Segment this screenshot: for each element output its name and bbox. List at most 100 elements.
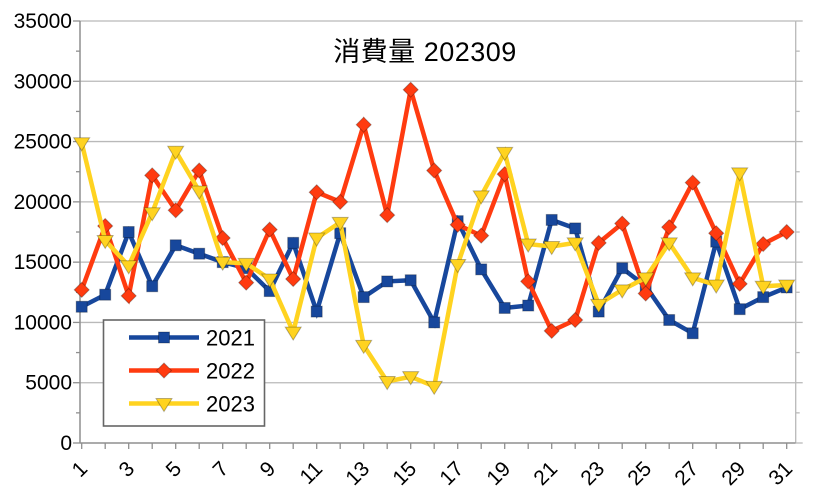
marker-2022 [707, 224, 725, 242]
marker-2022 [284, 270, 302, 288]
marker-2023 [425, 380, 444, 396]
marker-2021 [75, 300, 88, 313]
marker-2021 [686, 327, 699, 340]
legend-label: 2022 [206, 359, 255, 384]
marker-2023 [730, 167, 749, 182]
marker-2021 [357, 291, 370, 304]
marker-2021 [193, 247, 206, 260]
marker-2023 [683, 272, 702, 287]
legend-entry-2023: 2023 [129, 392, 255, 417]
chart-title: 消費量 202309 [333, 37, 517, 67]
x-tick-label: 1 [68, 457, 93, 482]
marker-2022 [190, 162, 208, 179]
marker-2021 [522, 299, 535, 312]
marker-2022 [73, 281, 90, 299]
marker-2023 [448, 259, 467, 274]
marker-2022 [331, 193, 349, 211]
marker-2022 [519, 273, 537, 290]
y-tick-label: 25000 [14, 131, 72, 154]
marker-2022 [425, 162, 443, 179]
series-line-2021 [80, 214, 788, 337]
y-tick-label: 35000 [14, 10, 72, 33]
y-tick-label: 10000 [14, 311, 72, 334]
marker-2022 [167, 202, 184, 219]
x-tick-label: 17 [435, 457, 468, 490]
marker-2023 [143, 207, 162, 222]
marker-2021 [381, 275, 394, 288]
legend-entry-2021: 2021 [129, 326, 255, 351]
x-tick-label: 5 [162, 457, 187, 482]
marker-2021 [122, 226, 135, 238]
marker-2023 [237, 257, 256, 273]
marker-2023 [495, 146, 514, 162]
legend-marker-2023 [155, 398, 173, 413]
x-tick-label: 25 [623, 457, 656, 490]
marker-2022 [684, 174, 701, 191]
marker-2023 [260, 273, 279, 288]
marker-2022 [543, 322, 560, 340]
x-tick-label: 21 [529, 457, 562, 490]
legend-label: 2023 [206, 392, 255, 417]
marker-2023 [96, 234, 115, 250]
x-tick-label: 19 [482, 457, 515, 490]
marker-2021 [733, 303, 746, 316]
marker-2022 [355, 116, 372, 133]
marker-2023 [613, 284, 632, 299]
x-tick-label: 13 [341, 457, 374, 490]
x-tick-label: 7 [209, 457, 234, 482]
x-tick-label: 15 [388, 457, 421, 490]
marker-2022 [472, 227, 490, 244]
legend-label: 2021 [206, 326, 255, 351]
marker-2022 [566, 311, 584, 329]
marker-2021 [475, 263, 488, 276]
marker-2022 [731, 275, 748, 293]
x-tick-label: 9 [256, 457, 281, 482]
marker-2021 [545, 213, 558, 226]
marker-2023 [519, 238, 538, 254]
marker-2021 [498, 301, 511, 314]
marker-2021 [99, 288, 112, 301]
marker-2022 [778, 223, 795, 241]
marker-2022 [120, 287, 137, 305]
x-tick-label: 27 [670, 457, 703, 490]
x-tick-label: 3 [115, 457, 140, 482]
marker-2023 [472, 190, 491, 205]
legend-marker-2021 [158, 331, 170, 344]
marker-2023 [636, 272, 655, 287]
marker-2022 [214, 229, 231, 247]
marker-2023 [166, 145, 185, 161]
marker-2021 [404, 274, 417, 287]
marker-2022 [590, 234, 607, 252]
marker-2022 [261, 221, 278, 238]
marker-2023 [72, 137, 91, 152]
marker-2022 [402, 81, 419, 98]
marker-2022 [613, 215, 631, 232]
marker-2022 [237, 274, 255, 291]
x-tick-label: 23 [576, 457, 609, 490]
legend-entry-2022: 2022 [129, 359, 255, 384]
marker-2021 [663, 314, 676, 327]
marker-2023 [119, 260, 138, 275]
y-tick-label: 20000 [14, 191, 72, 214]
marker-2023 [660, 237, 679, 252]
x-tick-label: 31 [764, 457, 797, 490]
marker-2023 [589, 298, 608, 314]
x-tick-label: 29 [717, 457, 750, 490]
marker-2023 [190, 185, 209, 200]
series-2022 [73, 81, 795, 340]
series-2023 [72, 137, 796, 396]
series-2021 [75, 213, 793, 340]
marker-2021 [287, 236, 300, 249]
marker-2021 [146, 280, 159, 293]
marker-2022 [143, 167, 161, 184]
marker-2023 [542, 240, 561, 256]
marker-2021 [169, 239, 182, 252]
y-tick-label: 0 [60, 432, 72, 455]
marker-2023 [707, 279, 726, 295]
legend: 2021 2022 2023 [102, 319, 266, 427]
marker-2023 [307, 232, 326, 247]
marker-2021 [428, 316, 441, 329]
marker-2022 [449, 216, 466, 233]
